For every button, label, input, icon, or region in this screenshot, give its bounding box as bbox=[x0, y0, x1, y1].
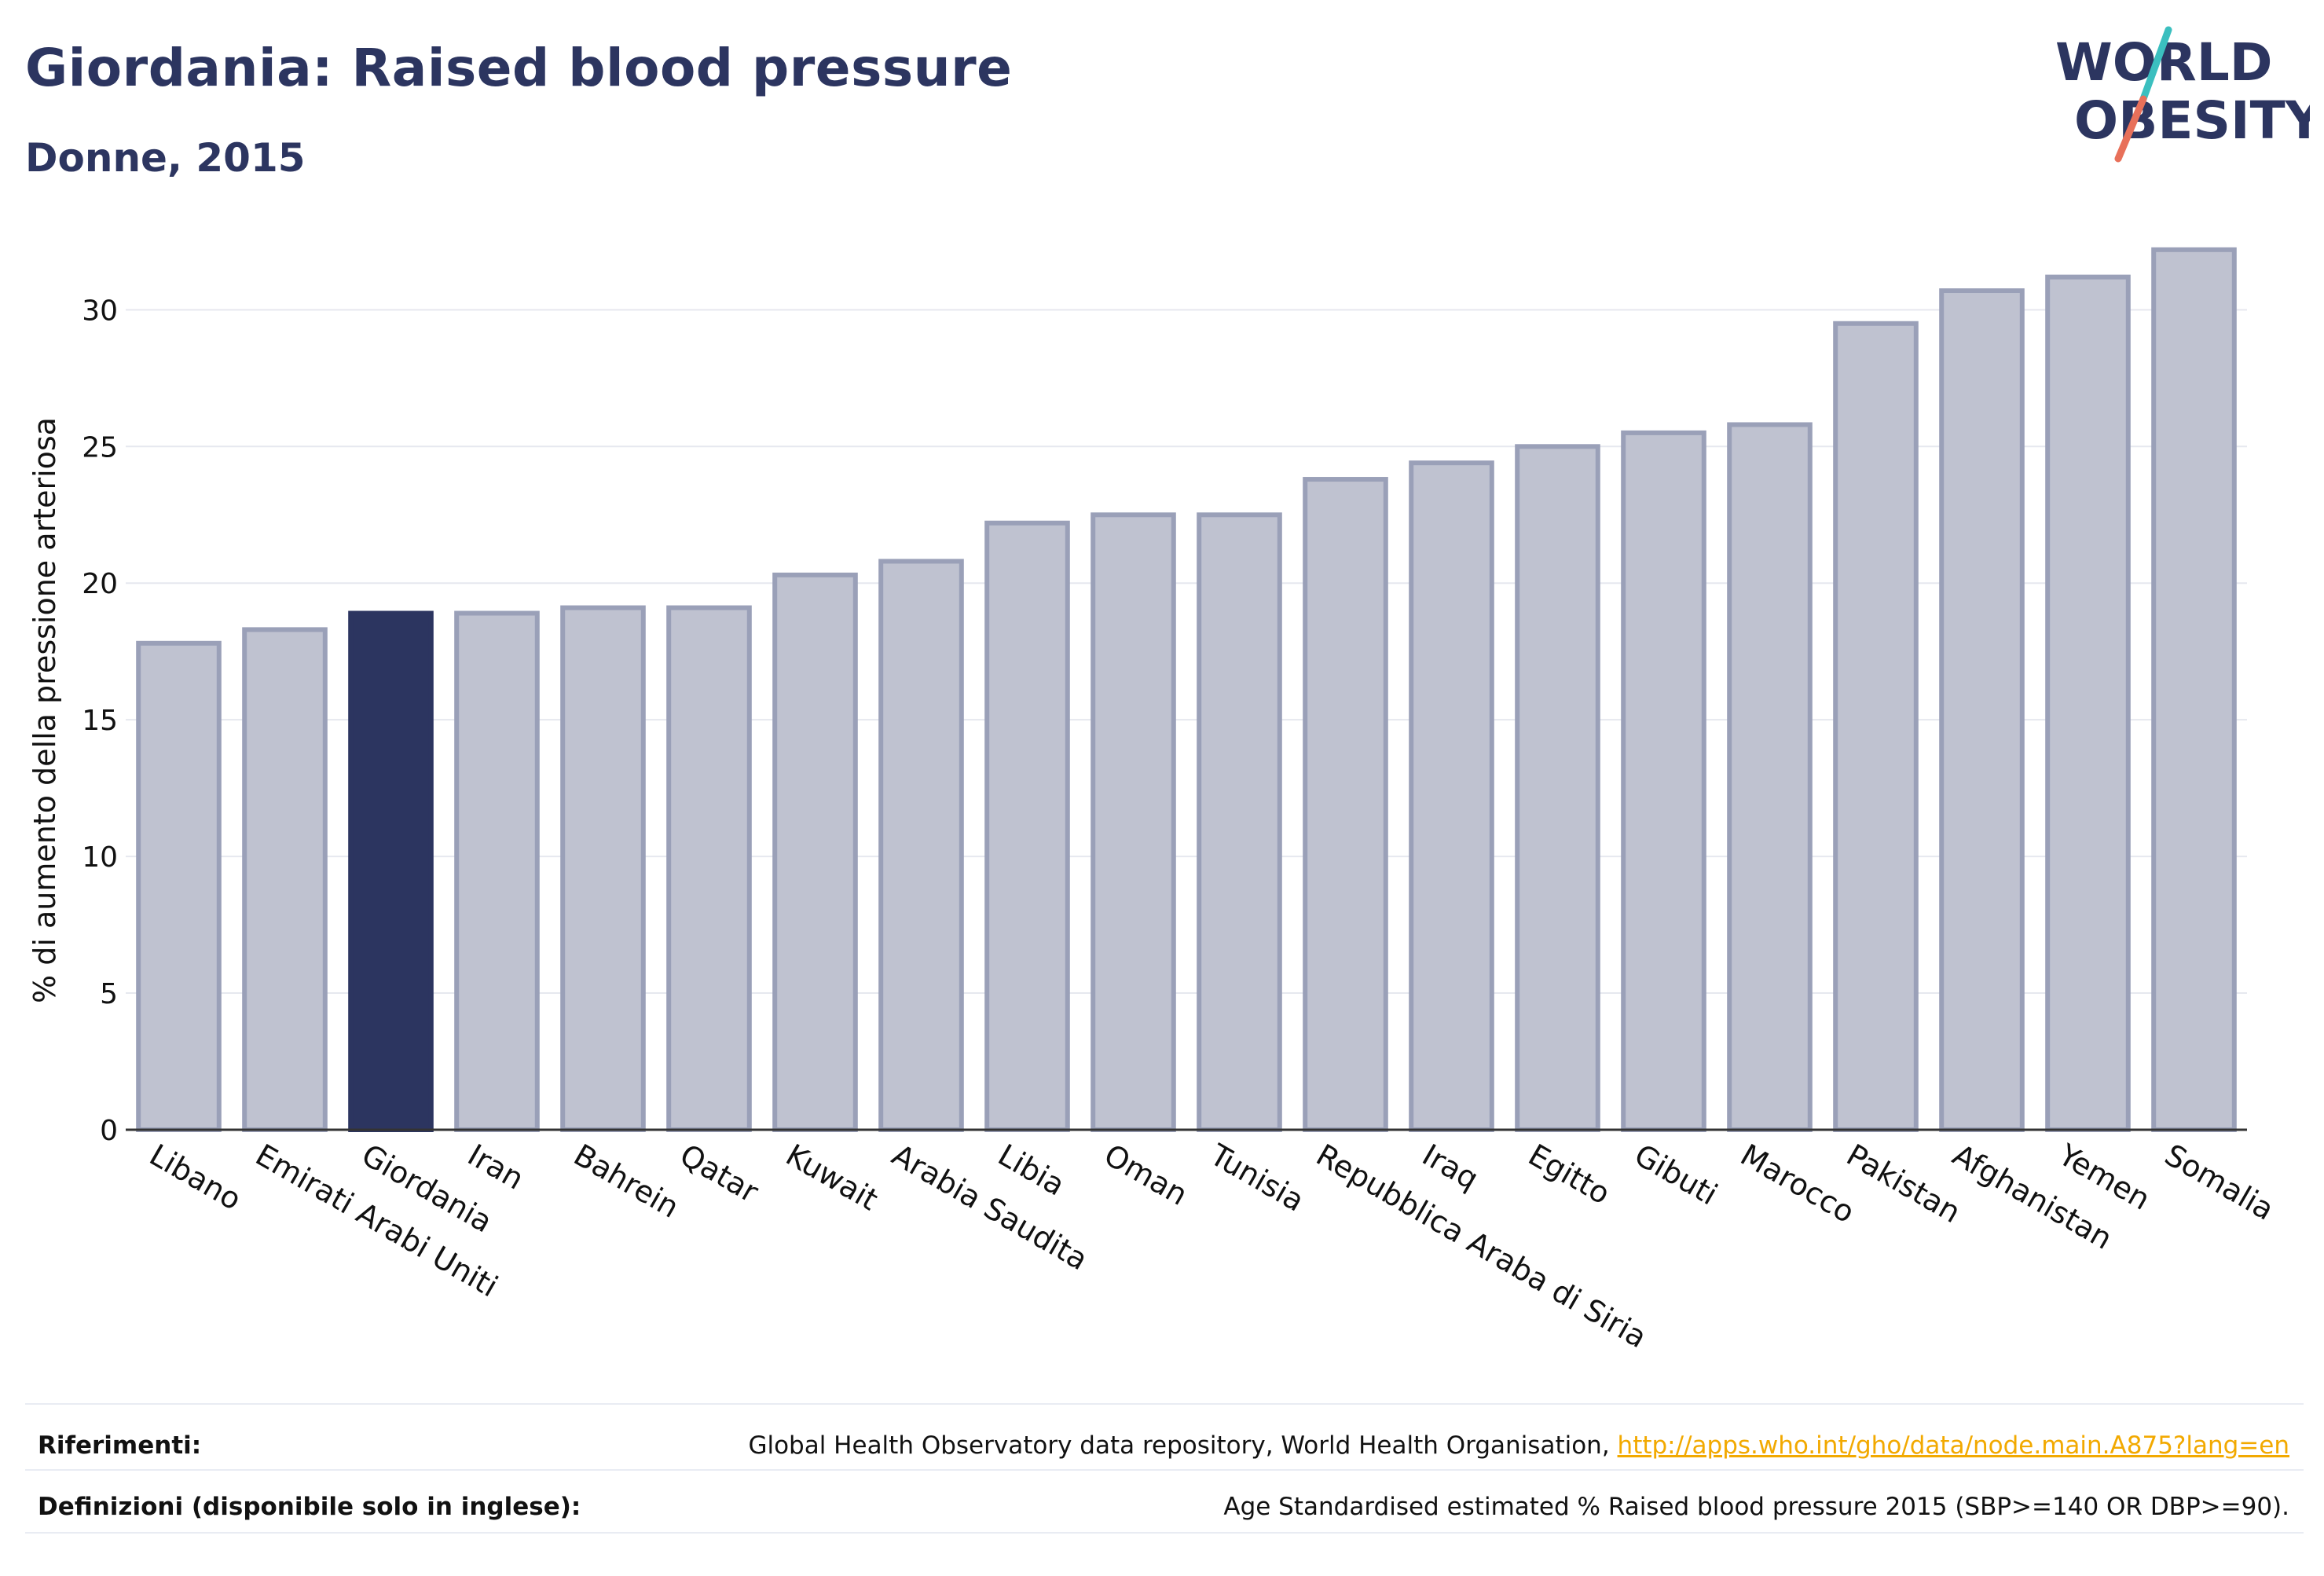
bar-giordania[interactable] bbox=[348, 610, 434, 1132]
bar-oman[interactable] bbox=[1091, 512, 1176, 1132]
axis-layer: 0 5 10 15 20 25 30 bbox=[82, 295, 2247, 1147]
x-category-label: Iraq bbox=[1417, 1138, 1484, 1197]
x-category-label: Somalia bbox=[2159, 1138, 2280, 1227]
bar-afghanistan[interactable] bbox=[1939, 288, 2025, 1133]
world-obesity-logo: WORLD OBESITY bbox=[2055, 26, 2310, 163]
x-category-label: Qatar bbox=[674, 1138, 764, 1210]
y-tick-label: 15 bbox=[82, 705, 118, 737]
x-category-label: Arabia Saudita bbox=[886, 1138, 1094, 1277]
y-axis-title: % di aumento della pressione arteriosa bbox=[27, 417, 62, 1003]
definitions-value: Age Standardised estimated % Raised bloo… bbox=[1223, 1493, 2289, 1521]
bar-somalia[interactable] bbox=[2151, 247, 2237, 1132]
x-category-label: Libia bbox=[992, 1138, 1071, 1203]
bar-iran[interactable] bbox=[454, 610, 540, 1132]
x-category-label: Oman bbox=[1098, 1138, 1193, 1212]
x-category-label: Gibuti bbox=[1629, 1138, 1723, 1212]
bar-tunisia[interactable] bbox=[1197, 512, 1282, 1132]
bar-libia[interactable] bbox=[984, 520, 1070, 1132]
logo-slash-teal bbox=[2139, 26, 2172, 103]
references-value: Global Health Observatory data repositor… bbox=[748, 1431, 2304, 1460]
bar-egitto[interactable] bbox=[1515, 444, 1600, 1132]
bar-kuwait[interactable] bbox=[772, 572, 858, 1132]
page-title: Giordania: Raised blood pressure bbox=[25, 38, 1013, 98]
footer-divider-middle bbox=[25, 1469, 2304, 1471]
bar-bahrein[interactable] bbox=[560, 605, 646, 1132]
x-category-label: Egitto bbox=[1523, 1138, 1616, 1211]
references-label: Riferimenti: bbox=[38, 1431, 202, 1460]
grid-layer bbox=[126, 309, 2247, 995]
footer-references-row: Riferimenti: Global Health Observatory d… bbox=[25, 1422, 2304, 1469]
y-tick-label: 20 bbox=[82, 568, 118, 600]
logo-slash-coral bbox=[2114, 95, 2147, 163]
bar-repubblica-araba-di-siria[interactable] bbox=[1303, 477, 1388, 1132]
bar-libano[interactable] bbox=[136, 640, 222, 1132]
bars-layer bbox=[136, 247, 2237, 1133]
y-tick-label: 30 bbox=[82, 295, 118, 327]
x-category-label: Tunisia bbox=[1204, 1137, 1310, 1219]
y-tick-label: 10 bbox=[82, 841, 118, 874]
definitions-label: Definizioni (disponibile solo in inglese… bbox=[38, 1493, 581, 1521]
bar-yemen[interactable] bbox=[2045, 274, 2131, 1133]
footer-divider-bottom bbox=[25, 1532, 2304, 1534]
bar-emirati-arabi-uniti[interactable] bbox=[242, 627, 328, 1132]
bar-chart: 0 5 10 15 20 25 30 Libano Emirati Arabi UnitiGi… bbox=[27, 247, 2280, 1354]
y-tick-label: 0 bbox=[100, 1115, 118, 1147]
x-category-label: Iran bbox=[462, 1138, 530, 1197]
y-tick-label: 5 bbox=[100, 978, 118, 1010]
bar-marocco[interactable] bbox=[1727, 422, 1813, 1132]
bar-arabia-saudita[interactable] bbox=[878, 559, 964, 1132]
x-category-label: Kuwait bbox=[780, 1138, 884, 1218]
footer-definitions-row: Definizioni (disponibile solo in inglese… bbox=[25, 1483, 2304, 1530]
y-tick-label: 25 bbox=[82, 431, 118, 464]
x-category-label: Pakistan bbox=[1841, 1138, 1967, 1230]
bar-pakistan[interactable] bbox=[1833, 321, 1919, 1132]
references-text: Global Health Observatory data repositor… bbox=[748, 1431, 1610, 1460]
references-link[interactable]: http://apps.who.int/gho/data/node.main.A… bbox=[1617, 1431, 2289, 1460]
x-category-label: Bahrein bbox=[568, 1138, 685, 1225]
x-category-label: Marocco bbox=[1735, 1138, 1860, 1230]
logo-line2: OBESITY bbox=[2074, 90, 2310, 151]
bar-gibuti[interactable] bbox=[1621, 430, 1706, 1132]
footer-divider-top bbox=[25, 1403, 2304, 1405]
bar-iraq[interactable] bbox=[1409, 460, 1494, 1132]
x-category-label: Libano bbox=[144, 1138, 247, 1217]
page-subtitle: Donne, 2015 bbox=[25, 135, 306, 181]
bar-qatar[interactable] bbox=[666, 605, 752, 1132]
